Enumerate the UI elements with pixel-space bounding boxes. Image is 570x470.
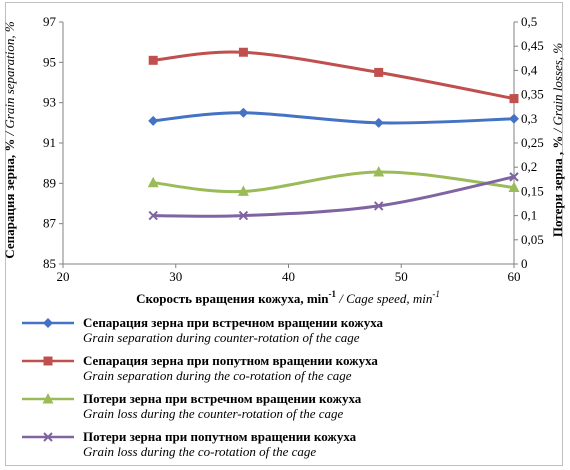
legend: Сепарация зерна при встречном вращении к… — [18, 315, 558, 467]
y-right-tick-labels: 0 0,05 0,1 0,15 0,2 0,25 0,3 0,35 0,4 0,45 0,5 — [521, 14, 544, 271]
y-left-tick-label: 97 — [43, 14, 57, 29]
y-right-tick-label: 0,3 — [521, 111, 537, 126]
y-left-tick-label: 87 — [43, 216, 57, 231]
y-right-tick-label: 0,35 — [521, 87, 544, 102]
data-point-x — [509, 172, 519, 182]
y-right-title-ru: Потери зерна , % — [550, 136, 565, 238]
y-right-title-en: / Grain losses, % — [550, 43, 565, 136]
x-tick-label: 40 — [282, 269, 295, 284]
legend-label-ru: Сепарация зерна при встречном вращении к… — [83, 315, 384, 330]
data-point-diamond — [509, 113, 519, 124]
y-right-tick-label: 0,15 — [521, 183, 544, 198]
legend-label-ru: Потери зерна при попутном вращении кожух… — [83, 429, 357, 444]
x-tick-label: 30 — [169, 269, 182, 284]
data-point-square — [509, 94, 519, 104]
y-right-tick-label: 0,4 — [521, 62, 538, 77]
x-tick-label: 20 — [57, 269, 70, 284]
axes — [59, 21, 518, 268]
legend-item: Потери зерна при встречном вращении кожу… — [18, 391, 558, 429]
y-right-tick-label: 0,25 — [521, 135, 544, 150]
x-tick-label: 60 — [508, 269, 521, 284]
data-point-triangle — [237, 185, 249, 196]
series-markers — [147, 47, 520, 221]
legend-label-ru: Потери зерна при встречном вращении кожу… — [83, 391, 362, 406]
series-line-4 — [153, 175, 515, 218]
y-right-tick-label: 0 — [521, 256, 528, 271]
legend-marker-square — [22, 356, 74, 366]
x-axis-title: Скорость вращения кожуха, min-1 / Cage s… — [136, 289, 440, 306]
data-point-triangle — [508, 181, 520, 193]
legend-item: Сепарация зерна при попутном вращении ко… — [18, 353, 558, 391]
y-right-tick-label: 0,2 — [521, 159, 537, 174]
series-line-2 — [153, 50, 515, 101]
y-left-axis-title: Сепарация зерна, % / Grain separation, % — [2, 21, 17, 259]
data-point-x — [238, 210, 249, 221]
y-right-tick-label: 0,05 — [521, 232, 544, 247]
legend-label-en: Grain separation during the co-rotation … — [83, 368, 352, 383]
y-right-tick-label: 0,1 — [521, 208, 537, 223]
data-point-x — [148, 210, 158, 221]
x-axis-title-en-sup: -1 — [432, 289, 440, 299]
data-point-diamond — [238, 107, 249, 118]
x-tick-label: 50 — [395, 269, 408, 284]
data-point-diamond — [373, 117, 384, 128]
data-point-diamond — [148, 115, 159, 126]
y-left-tick-labels: 85 87 89 91 93 95 97 — [43, 14, 57, 271]
data-point-x — [373, 201, 384, 211]
legend-label-en: Grain loss during the counter-rotation o… — [83, 406, 344, 421]
series-lines — [153, 50, 515, 218]
legend-label-en: Grain separation during counter-rotation… — [83, 330, 360, 345]
legend-item: Потери зерна при попутном вращении кожух… — [18, 429, 558, 467]
y-left-tick-label: 85 — [43, 256, 56, 271]
legend-item: Сепарация зерна при встречном вращении к… — [18, 315, 558, 353]
data-point-square — [148, 55, 158, 65]
y-right-axis-title: Потери зерна , % / Grain losses, % — [550, 43, 565, 238]
data-point-triangle — [147, 176, 159, 188]
x-tick-labels: 20 30 40 50 60 — [57, 269, 521, 284]
line-chart: 20 30 40 50 60 85 87 89 91 93 95 97 0 0,05 0,1 0,15 0,… — [2, 14, 565, 306]
series-line-3 — [153, 170, 515, 194]
y-right-tick-label: 0,45 — [521, 38, 544, 53]
legend-label-ru: Сепарация зерна при попутном вращении ко… — [83, 353, 378, 368]
legend-marker-triangle — [22, 393, 74, 404]
data-point-triangle — [373, 166, 385, 177]
y-right-tick-label: 0,5 — [521, 14, 537, 29]
legend-marker-diamond — [22, 318, 74, 328]
legend-label-en: Grain loss during the co-rotation of the… — [83, 444, 317, 459]
series-line-1 — [153, 111, 515, 125]
x-axis-title-en: / Cage speed, min — [336, 291, 432, 306]
data-point-square — [238, 47, 248, 57]
y-left-tick-label: 93 — [43, 95, 56, 110]
legend-marker-x — [22, 432, 74, 442]
chart-frame — [5, 2, 563, 466]
y-left-tick-label: 95 — [43, 54, 56, 69]
y-left-tick-label: 89 — [43, 175, 56, 190]
y-left-tick-label: 91 — [43, 135, 56, 150]
x-axis-title-ru: Скорость вращения кожуха, min — [136, 291, 329, 306]
y-left-title-en: / Grain separation, % — [2, 21, 17, 139]
x-axis-title-ru-sup: -1 — [329, 289, 337, 299]
y-left-title-ru: Сепарация зерна, % — [2, 139, 17, 259]
data-point-square — [374, 67, 384, 77]
